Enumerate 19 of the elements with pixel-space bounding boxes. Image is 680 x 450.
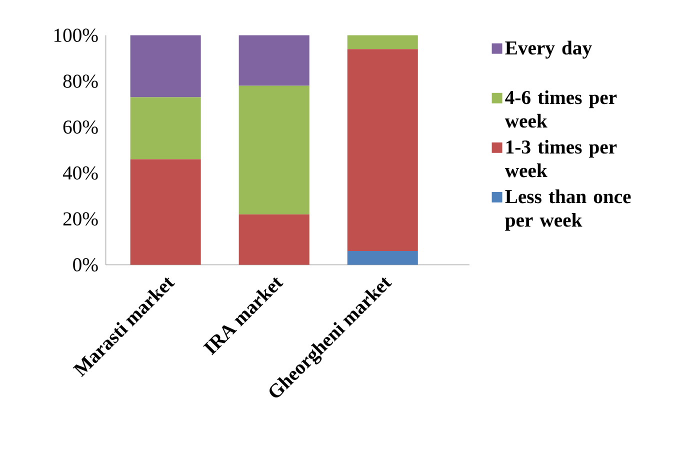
bar [238, 35, 310, 86]
y-tick-label: 0% [73, 258, 98, 272]
bar [130, 35, 201, 98]
legend-label: Every day [505, 40, 592, 59]
bar [130, 97, 201, 160]
bar [347, 250, 418, 265]
bar [347, 35, 418, 49]
legend-label: 4-6 times per week [504, 90, 617, 128]
legend-label: Less than once per week [505, 189, 631, 231]
bar [238, 214, 310, 265]
bar [130, 159, 201, 265]
y-tick-label: 40% [62, 166, 98, 180]
legend-label: 1-3 times per week [504, 140, 617, 178]
bar [347, 48, 418, 251]
y-tick-label: 20% [63, 212, 98, 226]
y-tick-label: 60% [63, 120, 98, 134]
y-tick-label: 80% [63, 74, 98, 88]
y-tick-label: 100% [54, 28, 98, 42]
bar [238, 86, 310, 214]
